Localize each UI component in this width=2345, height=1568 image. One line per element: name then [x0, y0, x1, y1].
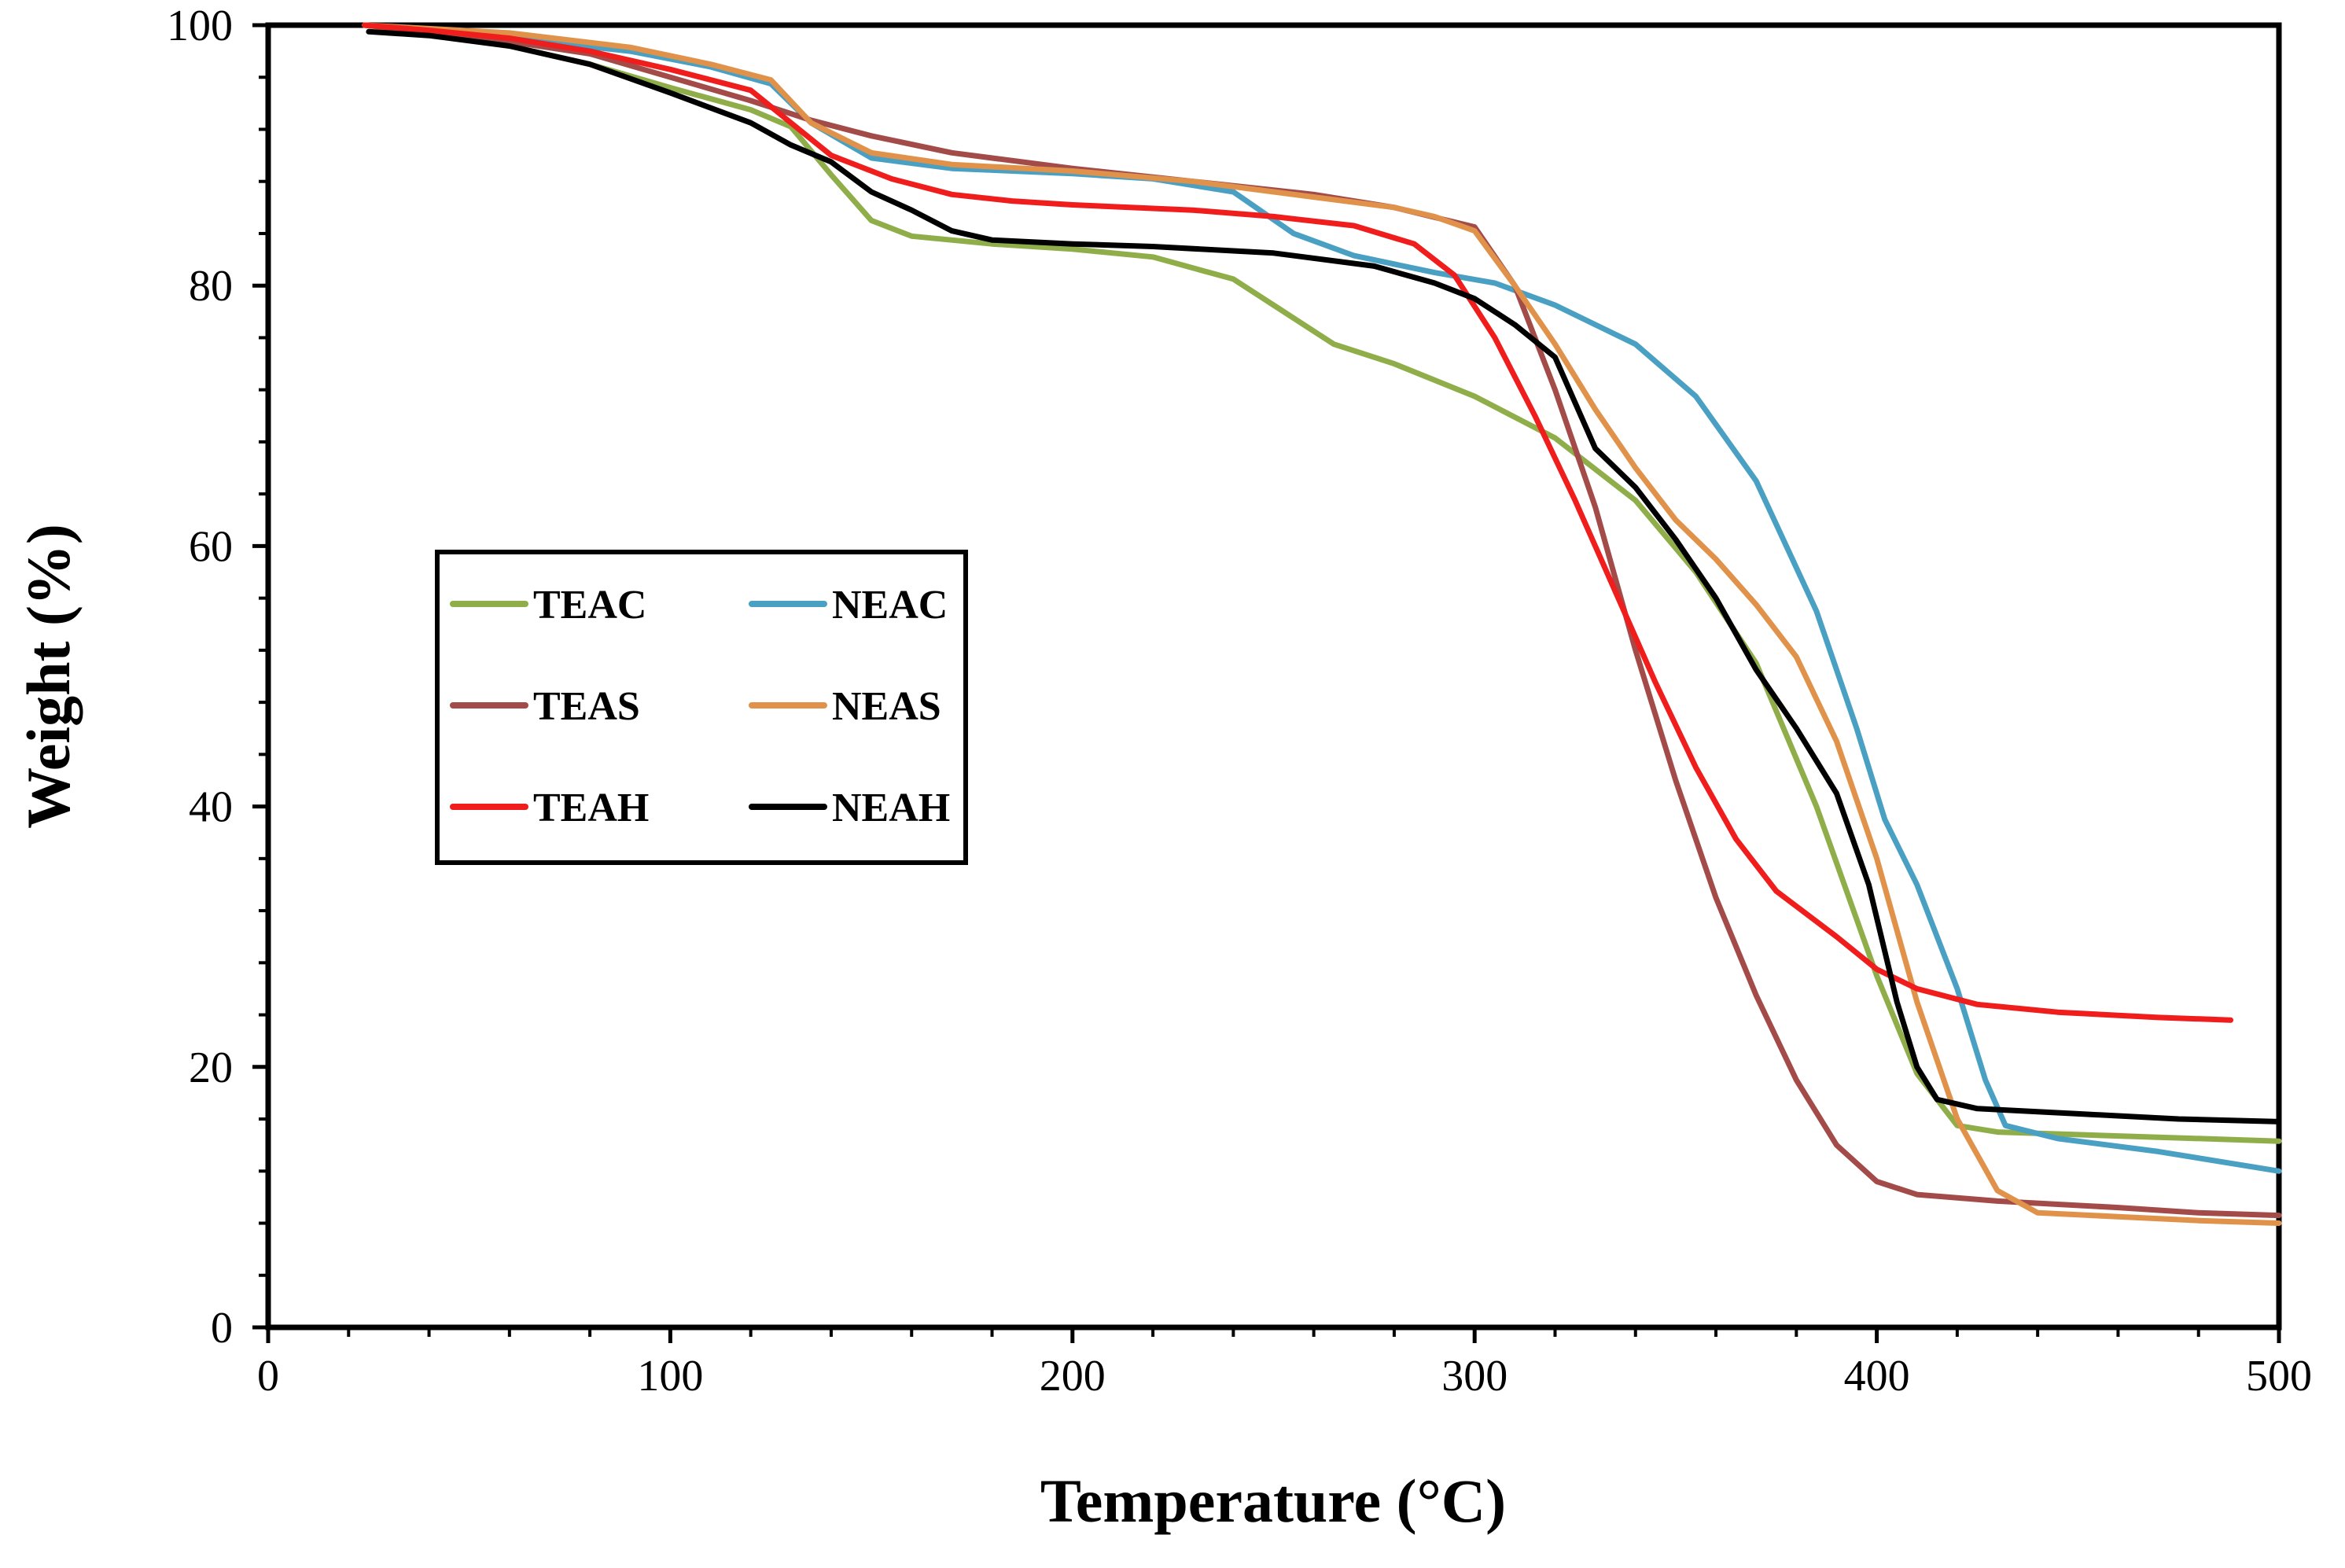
x-axis-ticks: 0 100 200 300 400 500 — [257, 1327, 2312, 1401]
x-tick-label: 0 — [257, 1352, 279, 1401]
legend-label-teah: TEAH — [533, 786, 649, 830]
y-tick-label: 40 — [189, 783, 233, 832]
x-tick-label: 200 — [1040, 1352, 1106, 1401]
legend-label-neac: NEAC — [832, 583, 948, 628]
x-axis-title: Temperature (°C) — [1040, 1467, 1506, 1535]
legend-label-neas: NEAS — [832, 684, 941, 729]
x-tick-label: 100 — [637, 1352, 703, 1401]
y-axis-ticks: 0 20 40 60 80 100 — [167, 2, 268, 1353]
legend-label-teac: TEAC — [533, 583, 646, 628]
series-layer — [362, 22, 2282, 1226]
x-tick-label: 400 — [1844, 1352, 1910, 1401]
y-axis-title: Weight (%) — [14, 524, 83, 829]
plot-frame — [265, 22, 2282, 1331]
x-tick-label: 500 — [2246, 1352, 2312, 1401]
legend-label-teas: TEAS — [533, 684, 640, 729]
legend: TEAC NEAC TEAS NEAS TEAH NEAH — [435, 550, 968, 865]
y-tick-label: 80 — [189, 262, 233, 311]
series-line-teah — [362, 22, 2234, 1023]
legend-label-neah: NEAH — [832, 786, 950, 830]
x-tick-label: 300 — [1441, 1352, 1508, 1401]
y-tick-label: 20 — [189, 1043, 233, 1092]
y-tick-label: 0 — [211, 1304, 233, 1353]
series-line-neas — [362, 22, 2282, 1226]
y-tick-label: 60 — [189, 522, 233, 571]
series-line-neah — [366, 28, 2282, 1124]
y-tick-label: 100 — [167, 2, 233, 50]
